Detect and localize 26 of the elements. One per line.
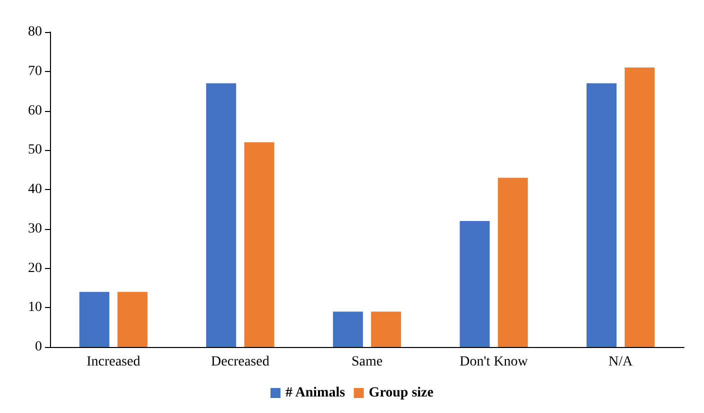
x-tick-label: Decreased <box>211 354 270 370</box>
bar <box>371 312 402 347</box>
bar <box>460 221 490 347</box>
y-tick-label: 30 <box>28 221 42 236</box>
x-tick-label: Don't Know <box>460 354 529 370</box>
y-tick-label: 70 <box>28 64 42 79</box>
bar <box>206 83 236 347</box>
y-tick-label: 20 <box>28 260 42 276</box>
y-tick-label: 40 <box>28 182 42 197</box>
y-tick-label: 50 <box>28 142 42 158</box>
x-tick-label: N/A <box>608 354 634 370</box>
bar <box>498 178 528 347</box>
legend-label: # Animals <box>286 386 346 400</box>
x-tick-label: Same <box>351 354 383 370</box>
bar <box>624 67 655 347</box>
bar <box>586 83 617 347</box>
y-tick-label: 80 <box>28 24 42 40</box>
bar <box>117 292 148 347</box>
bar <box>332 312 363 347</box>
bar <box>244 142 274 347</box>
legend-label: Group size <box>368 386 434 400</box>
y-tick-label: 60 <box>28 103 42 118</box>
y-tick-label: 10 <box>28 300 42 316</box>
y-tick-label: 0 <box>35 340 42 354</box>
bar <box>79 292 110 347</box>
x-tick-label: Increased <box>86 354 140 370</box>
